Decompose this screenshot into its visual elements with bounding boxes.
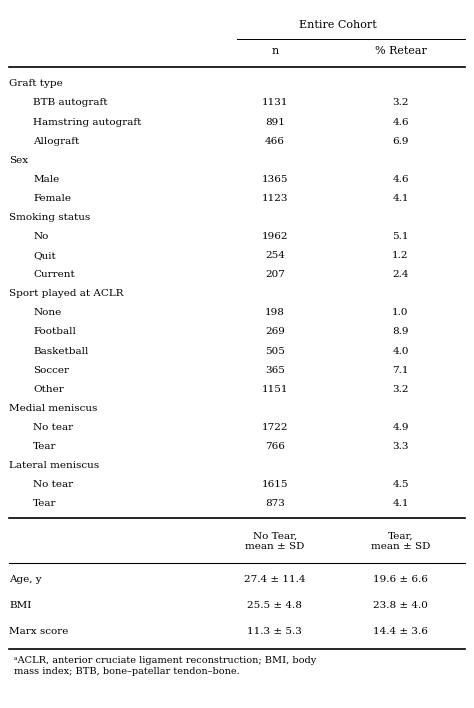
Text: Other: Other — [33, 384, 64, 394]
Text: 3.3: 3.3 — [392, 442, 409, 451]
Text: 5.1: 5.1 — [392, 232, 409, 241]
Text: 11.3 ± 5.3: 11.3 ± 5.3 — [247, 627, 302, 636]
Text: 1.2: 1.2 — [392, 251, 409, 260]
Text: Age, y: Age, y — [9, 575, 42, 584]
Text: Smoking status: Smoking status — [9, 213, 91, 222]
Text: 505: 505 — [265, 347, 285, 355]
Text: BMI: BMI — [9, 601, 32, 610]
Text: 4.1: 4.1 — [392, 194, 409, 203]
Text: 198: 198 — [265, 309, 285, 317]
Text: Medial meniscus: Medial meniscus — [9, 404, 98, 413]
Text: 466: 466 — [265, 137, 285, 146]
Text: Female: Female — [33, 194, 71, 203]
Text: No tear: No tear — [33, 480, 73, 489]
Text: 1123: 1123 — [262, 194, 288, 203]
Text: Sport played at ACLR: Sport played at ACLR — [9, 290, 124, 298]
Text: 4.6: 4.6 — [392, 175, 409, 184]
Text: Basketball: Basketball — [33, 347, 89, 355]
Text: Soccer: Soccer — [33, 365, 69, 375]
Text: 2.4: 2.4 — [392, 270, 409, 279]
Text: BTB autograft: BTB autograft — [33, 98, 108, 108]
Text: 19.6 ± 6.6: 19.6 ± 6.6 — [373, 575, 428, 584]
Text: Football: Football — [33, 328, 76, 336]
Text: 7.1: 7.1 — [392, 365, 409, 375]
Text: 873: 873 — [265, 499, 285, 508]
Text: 891: 891 — [265, 118, 285, 127]
Text: None: None — [33, 309, 62, 317]
Text: ᵃACLR, anterior cruciate ligament reconstruction; BMI, body
mass index; BTB, bon: ᵃACLR, anterior cruciate ligament recons… — [14, 656, 317, 675]
Text: Marx score: Marx score — [9, 627, 69, 636]
Text: % Retear: % Retear — [374, 46, 427, 56]
Text: Hamstring autograft: Hamstring autograft — [33, 118, 142, 127]
Text: 1131: 1131 — [262, 98, 288, 108]
Text: 25.5 ± 4.8: 25.5 ± 4.8 — [247, 601, 302, 610]
Text: 8.9: 8.9 — [392, 328, 409, 336]
Text: Graft type: Graft type — [9, 79, 63, 88]
Text: 3.2: 3.2 — [392, 98, 409, 108]
Text: 14.4 ± 3.6: 14.4 ± 3.6 — [373, 627, 428, 636]
Text: Male: Male — [33, 175, 59, 184]
Text: 1722: 1722 — [262, 423, 288, 432]
Text: 1962: 1962 — [262, 232, 288, 241]
Text: 1151: 1151 — [262, 384, 288, 394]
Text: 3.2: 3.2 — [392, 384, 409, 394]
Text: 27.4 ± 11.4: 27.4 ± 11.4 — [244, 575, 306, 584]
Text: 23.8 ± 4.0: 23.8 ± 4.0 — [373, 601, 428, 610]
Text: n: n — [271, 46, 279, 56]
Text: Quit: Quit — [33, 251, 56, 260]
Text: 254: 254 — [265, 251, 285, 260]
Text: 4.0: 4.0 — [392, 347, 409, 355]
Text: 4.6: 4.6 — [392, 118, 409, 127]
Text: 1615: 1615 — [262, 480, 288, 489]
Text: 207: 207 — [265, 270, 285, 279]
Text: 365: 365 — [265, 365, 285, 375]
Text: Tear: Tear — [33, 499, 57, 508]
Text: Sex: Sex — [9, 156, 28, 165]
Text: 4.9: 4.9 — [392, 423, 409, 432]
Text: No: No — [33, 232, 48, 241]
Text: Entire Cohort: Entire Cohort — [299, 20, 377, 30]
Text: Current: Current — [33, 270, 75, 279]
Text: 4.1: 4.1 — [392, 499, 409, 508]
Text: 269: 269 — [265, 328, 285, 336]
Text: Tear,
mean ± SD: Tear, mean ± SD — [371, 532, 430, 552]
Text: 6.9: 6.9 — [392, 137, 409, 146]
Text: 1.0: 1.0 — [392, 309, 409, 317]
Text: 766: 766 — [265, 442, 285, 451]
Text: Allograft: Allograft — [33, 137, 80, 146]
Text: 1365: 1365 — [262, 175, 288, 184]
Text: 4.5: 4.5 — [392, 480, 409, 489]
Text: Tear: Tear — [33, 442, 57, 451]
Text: No Tear,
mean ± SD: No Tear, mean ± SD — [245, 532, 305, 552]
Text: No tear: No tear — [33, 423, 73, 432]
Text: Lateral meniscus: Lateral meniscus — [9, 461, 100, 470]
